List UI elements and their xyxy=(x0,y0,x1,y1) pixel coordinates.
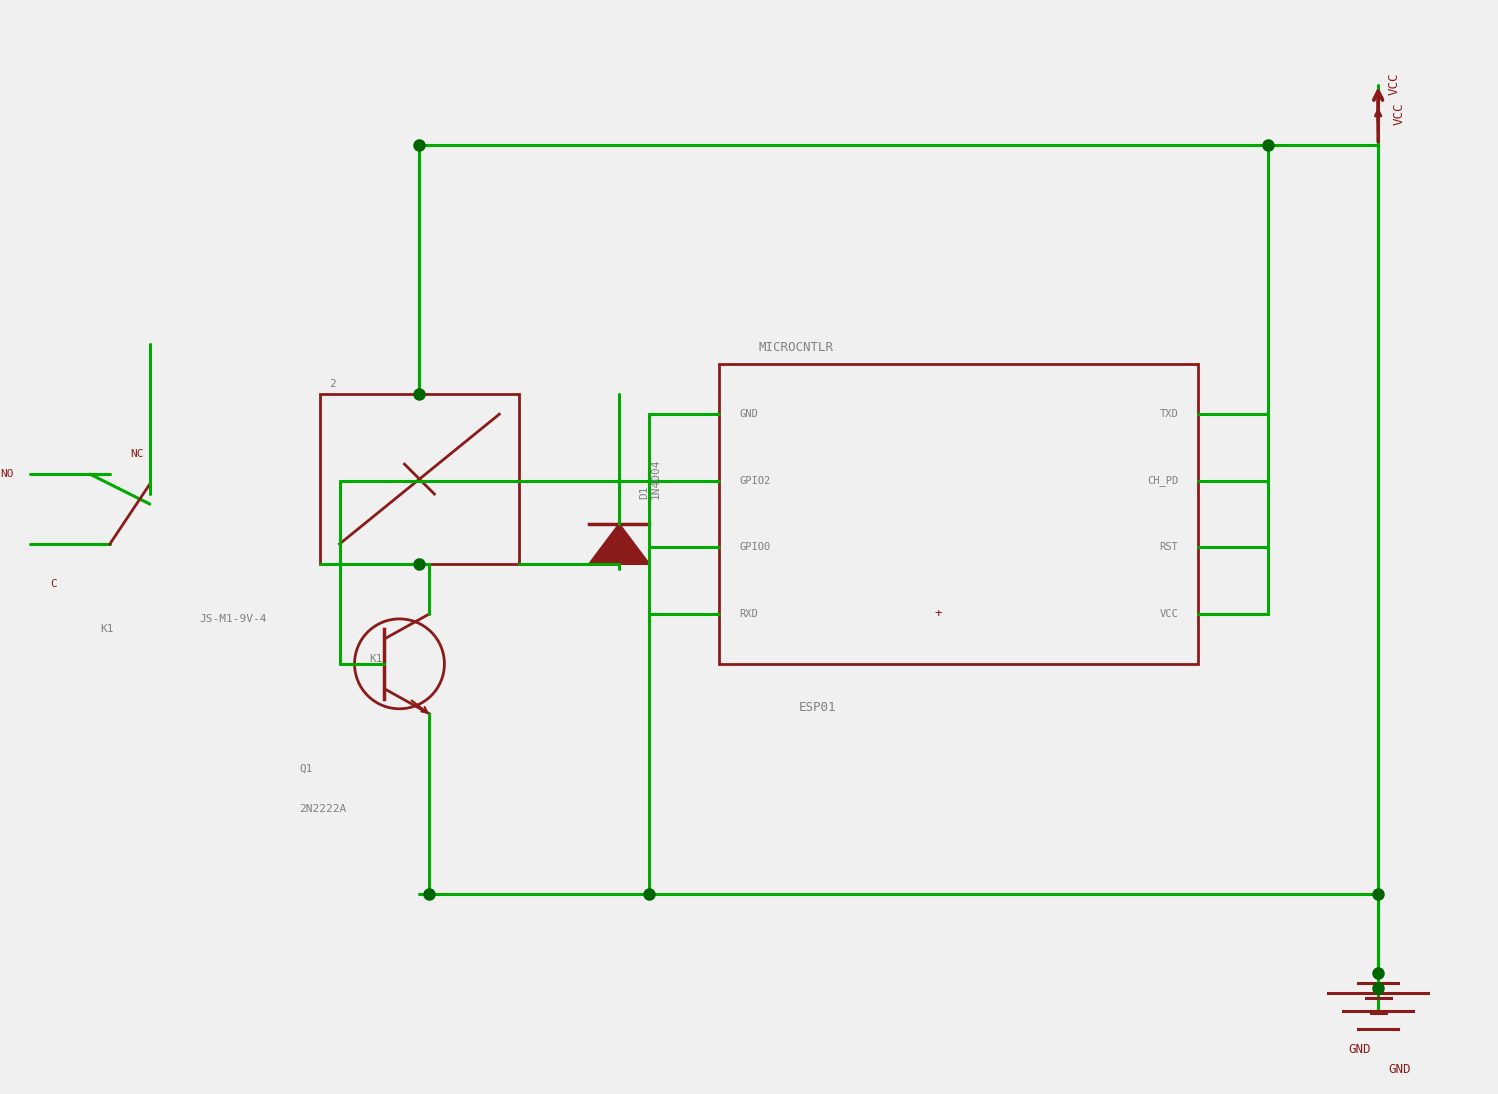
Text: VCC: VCC xyxy=(1159,609,1179,619)
Text: GND: GND xyxy=(1389,1063,1411,1076)
Bar xyxy=(319,394,520,565)
Text: TXD: TXD xyxy=(1159,409,1179,419)
Text: CH_PD: CH_PD xyxy=(1147,475,1179,486)
Text: +: + xyxy=(935,607,942,620)
Text: VCC: VCC xyxy=(1389,72,1401,94)
Text: VCC: VCC xyxy=(1393,102,1407,125)
Text: GND: GND xyxy=(1348,1044,1371,1057)
Text: GPIO2: GPIO2 xyxy=(739,476,770,486)
Text: JS-M1-9V-4: JS-M1-9V-4 xyxy=(199,614,267,624)
Text: D1
1N4004: D1 1N4004 xyxy=(640,458,661,499)
Text: NO: NO xyxy=(0,469,13,479)
Text: C: C xyxy=(49,579,57,589)
Text: K1: K1 xyxy=(100,624,114,633)
Text: 2N2222A: 2N2222A xyxy=(300,804,348,814)
Bar xyxy=(719,364,1198,664)
Text: ESP01: ESP01 xyxy=(798,701,836,713)
Text: GPIO0: GPIO0 xyxy=(739,543,770,552)
Text: NC: NC xyxy=(130,450,144,459)
Text: RST: RST xyxy=(1159,543,1179,552)
Text: 2: 2 xyxy=(330,380,337,389)
Text: RXD: RXD xyxy=(739,609,758,619)
Text: Q1: Q1 xyxy=(300,764,313,773)
Polygon shape xyxy=(589,524,649,565)
Text: GND: GND xyxy=(739,409,758,419)
Text: MICROCNTLR: MICROCNTLR xyxy=(759,341,834,354)
Text: K1: K1 xyxy=(370,654,383,664)
